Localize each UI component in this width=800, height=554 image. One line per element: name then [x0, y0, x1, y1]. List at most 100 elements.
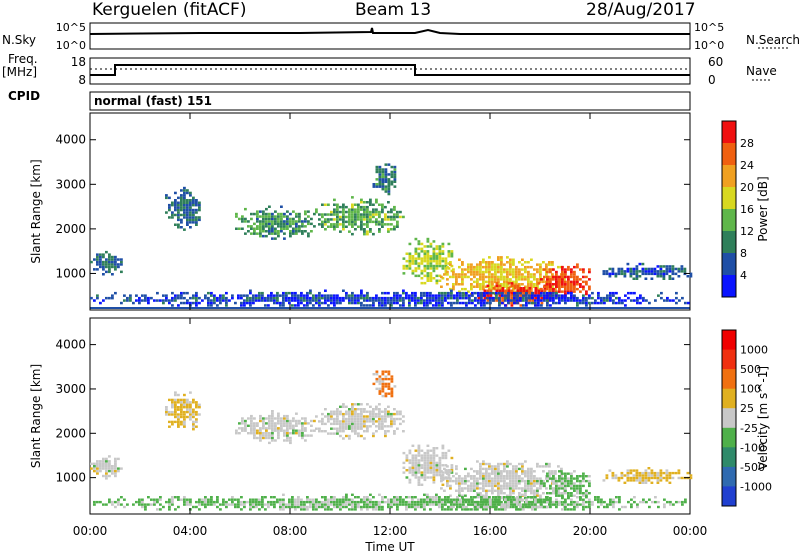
data-cell — [567, 477, 570, 480]
data-cell — [525, 503, 528, 506]
data-cell — [286, 414, 289, 418]
data-cell — [246, 294, 249, 297]
data-cell — [461, 273, 464, 276]
data-cell — [360, 218, 363, 221]
data-cell — [444, 291, 447, 295]
data-cell — [473, 477, 476, 480]
data-cell — [247, 230, 250, 233]
data-cell — [351, 505, 354, 509]
data-cell — [288, 500, 291, 504]
data-cell — [579, 283, 582, 286]
data-cell — [393, 503, 396, 506]
data-cell — [467, 472, 470, 475]
data-cell — [632, 479, 636, 482]
data-cell — [384, 412, 387, 416]
data-cell — [289, 225, 292, 228]
data-cell — [327, 432, 330, 435]
data-cell — [498, 500, 501, 504]
data-cell — [500, 275, 503, 279]
data-cell — [241, 419, 244, 423]
data-cell — [393, 180, 397, 183]
data-cell — [521, 487, 524, 490]
data-cell — [531, 299, 535, 302]
data-cell — [165, 299, 168, 302]
data-cell — [494, 479, 497, 483]
data-cell — [117, 469, 120, 473]
data-cell — [366, 223, 369, 226]
data-cell — [474, 496, 477, 499]
data-cell — [384, 420, 387, 423]
data-cell — [561, 477, 564, 480]
data-cell — [665, 471, 669, 475]
data-cell — [476, 460, 479, 463]
data-cell — [177, 425, 180, 428]
data-cell — [573, 487, 576, 490]
data-cell — [231, 296, 234, 300]
data-cell — [447, 262, 451, 265]
data-cell — [506, 470, 509, 473]
data-cell — [354, 503, 357, 506]
data-cell — [567, 496, 570, 499]
data-cell — [259, 414, 262, 418]
data-cell — [480, 299, 483, 302]
data-cell — [354, 415, 357, 418]
data-cell — [372, 208, 375, 211]
data-cell — [277, 419, 280, 423]
data-cell — [369, 230, 372, 233]
data-cell — [262, 436, 265, 440]
data-cell — [354, 410, 357, 413]
data-cell — [446, 472, 449, 475]
data-cell — [309, 503, 312, 506]
data-cell — [396, 503, 399, 506]
data-cell — [570, 508, 573, 511]
data-cell — [435, 473, 439, 477]
data-cell — [180, 226, 183, 229]
data-cell — [635, 277, 639, 280]
data-cell — [195, 211, 198, 214]
data-cell — [105, 467, 108, 470]
data-cell — [515, 487, 518, 490]
data-cell — [327, 203, 330, 206]
data-cell — [647, 476, 651, 480]
data-cell — [548, 261, 551, 264]
y-tick-label: 3000 — [55, 382, 86, 396]
data-cell — [449, 477, 452, 480]
data-cell — [114, 469, 117, 473]
data-cell — [231, 503, 234, 506]
data-cell — [289, 424, 292, 427]
data-cell — [545, 465, 548, 468]
data-cell — [659, 275, 663, 278]
data-cell — [522, 503, 525, 506]
data-cell — [503, 484, 506, 488]
data-cell — [533, 278, 536, 281]
data-cell — [555, 494, 558, 497]
data-cell — [171, 496, 174, 499]
data-cell — [402, 291, 405, 295]
data-cell — [387, 296, 390, 300]
data-cell — [524, 270, 527, 274]
data-cell — [105, 477, 108, 480]
data-cell — [516, 294, 519, 297]
data-cell — [414, 456, 418, 460]
data-cell — [558, 500, 561, 504]
data-cell — [507, 498, 510, 501]
data-cell — [318, 223, 321, 226]
data-cell — [381, 220, 384, 224]
data-cell — [498, 496, 501, 499]
data-cell — [527, 496, 530, 499]
data-cell — [250, 217, 253, 221]
data-cell — [381, 218, 384, 221]
data-cell — [123, 299, 126, 302]
data-cell — [198, 218, 201, 222]
data-cell — [387, 180, 391, 183]
data-cell — [441, 259, 445, 263]
data-cell — [591, 503, 594, 506]
data-cell — [570, 477, 573, 480]
colorbar-tick-label: 16 — [740, 203, 754, 216]
colorbar-swatch — [722, 275, 736, 298]
data-cell — [671, 471, 675, 475]
data-cell — [372, 296, 375, 300]
data-cell — [342, 425, 345, 428]
data-cell — [444, 464, 448, 467]
data-cell — [515, 482, 518, 485]
